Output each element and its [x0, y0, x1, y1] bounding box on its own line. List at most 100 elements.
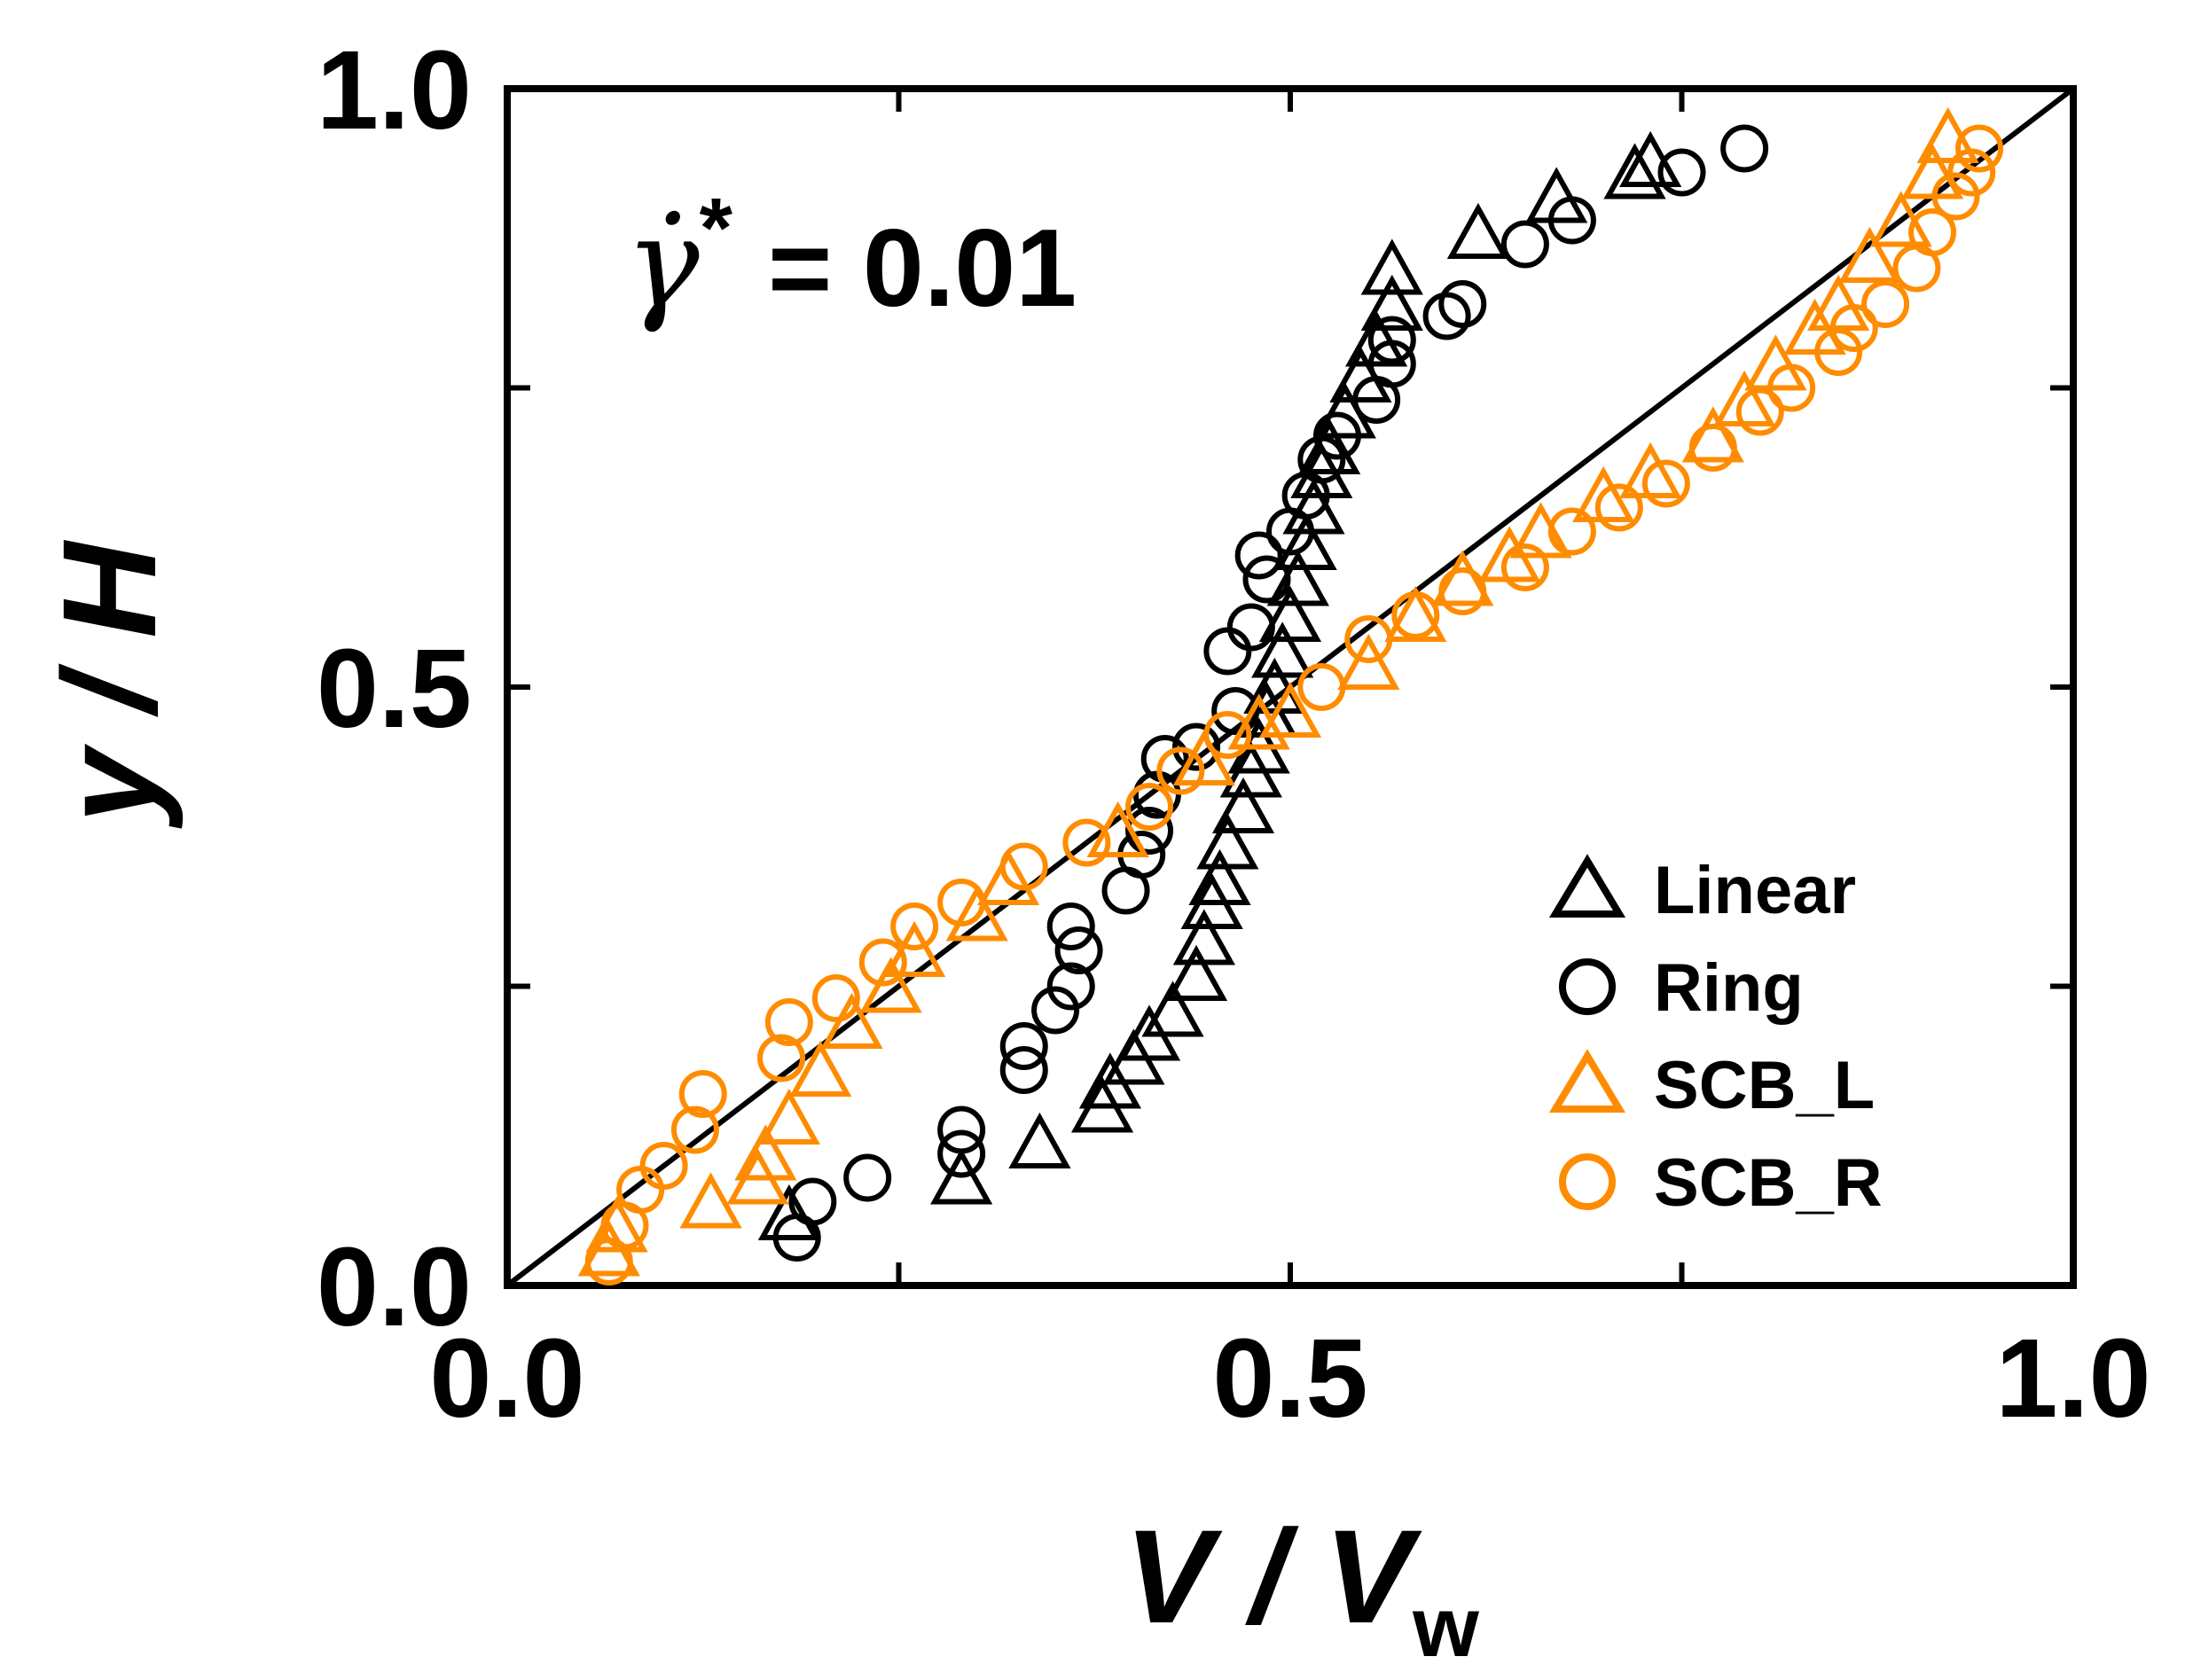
data-point-ring	[999, 1046, 1048, 1094]
data-point-ring	[1720, 124, 1769, 173]
legend-label-ring: Ring	[1654, 950, 1804, 1026]
data-point-scb-r	[1344, 615, 1393, 663]
legend-marker-ring	[1559, 958, 1616, 1015]
data-point-scb-r	[616, 1166, 665, 1214]
data-point-scb-r	[1203, 711, 1252, 759]
y-tick-label: 0.5	[317, 626, 472, 751]
legend-marker-scb-r	[1559, 1153, 1616, 1210]
data-point-ring	[843, 1153, 892, 1202]
data-point-scb-l	[1172, 729, 1235, 785]
data-point-ring	[1438, 280, 1487, 328]
data-point-scb-l	[1807, 274, 1870, 331]
data-point-linear	[1211, 777, 1275, 833]
data-point-linear	[1298, 418, 1361, 474]
data-point-linear	[1164, 944, 1228, 1001]
data-markers	[577, 106, 2004, 1285]
data-point-ring	[1547, 196, 1596, 245]
axis-ticks	[507, 89, 2073, 1285]
data-point-linear	[1008, 1112, 1071, 1168]
data-point-ring	[1203, 627, 1252, 676]
x-axis-title-main: V / V	[1124, 1502, 1422, 1651]
data-point-ring	[1367, 340, 1416, 388]
data-point-ring	[1046, 903, 1095, 950]
data-point-scb-r	[1947, 148, 1996, 197]
data-point-scb-r	[757, 1034, 806, 1082]
data-point-ring	[999, 1022, 1048, 1070]
legend: Linear Ring SCB_L SCB_R	[1548, 853, 1883, 1221]
data-point-scb-l	[1838, 226, 1901, 283]
data-point-scb-r	[890, 903, 939, 950]
x-tick-label: 1.0	[1995, 1316, 2150, 1441]
data-point-scb-r	[1908, 208, 1957, 256]
data-point-scb-r	[1438, 567, 1487, 615]
data-point-ring	[937, 1129, 986, 1178]
data-point-scb-r	[1062, 818, 1111, 867]
data-point-ring	[1297, 435, 1346, 484]
data-point-scb-r	[670, 1106, 719, 1154]
data-point-linear	[1258, 585, 1322, 642]
annotation-superscript: *	[700, 181, 733, 276]
data-point-scb-r	[1767, 363, 1816, 412]
data-point-scb-r	[1955, 124, 2004, 173]
data-point-linear	[930, 1148, 993, 1205]
data-point-scb-r	[999, 842, 1048, 891]
x-axis-title: V / Vw	[1124, 1502, 1479, 1675]
shear-rate-annotation: γ̇* = 0.01	[625, 181, 1077, 336]
data-point-linear	[1274, 513, 1337, 570]
data-point-scb-r	[1156, 746, 1205, 795]
x-tick-label: 0.5	[1212, 1316, 1367, 1441]
data-point-scb-r	[1861, 280, 1910, 328]
data-point-scb-r	[1547, 507, 1596, 556]
data-point-ring	[1140, 735, 1189, 783]
data-point-linear	[1446, 202, 1510, 259]
data-point-scb-l	[734, 1124, 797, 1181]
data-point-linear	[1525, 167, 1588, 223]
legend-marker-linear	[1548, 854, 1626, 918]
data-point-scb-l	[1744, 334, 1807, 391]
data-point-scb-r	[678, 1070, 727, 1118]
data-point-scb-r	[858, 938, 907, 987]
data-point-linear	[757, 1184, 820, 1240]
data-point-scb-r	[1641, 459, 1690, 508]
data-point-ring	[1242, 555, 1291, 604]
gamma-dot-symbol: γ̇	[625, 191, 700, 336]
data-point-linear	[1251, 621, 1314, 678]
x-tick-label: 0.0	[429, 1316, 584, 1441]
legend-label-scb-r: SCB_R	[1654, 1145, 1883, 1221]
data-point-ring	[1234, 531, 1283, 580]
data-point-scb-r	[1297, 663, 1346, 711]
data-point-linear	[1345, 310, 1408, 367]
data-point-scb-r	[1688, 424, 1737, 472]
data-point-ring	[1500, 220, 1549, 269]
legend-marker-scb-l	[1548, 1049, 1626, 1113]
data-point-linear	[1266, 550, 1329, 606]
annotation-value: = 0.01	[768, 207, 1077, 330]
data-point-scb-r	[811, 974, 860, 1022]
data-point-ring	[1226, 603, 1275, 652]
data-point-scb-r	[1931, 172, 1980, 221]
data-point-scb-l	[1431, 550, 1494, 606]
data-point-scb-r	[764, 998, 813, 1046]
data-point-linear	[1603, 143, 1666, 199]
data-point-scb-r	[1594, 483, 1643, 532]
data-point-ring	[1125, 807, 1174, 855]
data-point-linear	[1141, 981, 1204, 1037]
data-point-scb-l	[1681, 406, 1744, 463]
data-point-scb-r	[937, 879, 986, 926]
y-tick-label: 0.0	[317, 1224, 472, 1349]
data-point-scb-r	[1391, 591, 1440, 639]
data-point-scb-r	[1125, 783, 1174, 831]
data-point-ring	[1312, 411, 1361, 460]
data-point-linear	[1172, 909, 1235, 965]
legend-label-linear: Linear	[1654, 853, 1856, 928]
data-point-scb-l	[1258, 681, 1322, 738]
x-axis-title-subscript: w	[1412, 1580, 1479, 1675]
data-point-scb-r	[1814, 328, 1863, 376]
data-point-ring	[1367, 316, 1416, 364]
y-tick-label: 1.0	[317, 27, 472, 152]
legend-label-scb-l: SCB_L	[1654, 1048, 1875, 1123]
data-point-ring	[1031, 986, 1080, 1035]
data-point-scb-l	[820, 992, 883, 1049]
y-axis-title: y / H	[35, 540, 184, 829]
data-point-ring	[1422, 292, 1471, 340]
